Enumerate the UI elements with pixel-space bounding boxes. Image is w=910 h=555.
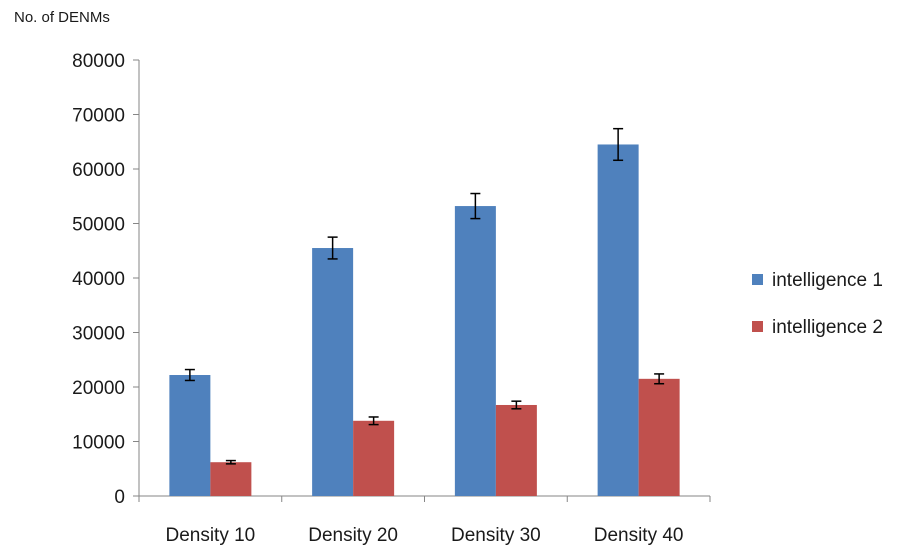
bar-2-2 (353, 420, 395, 496)
y-tick-labels: 0 10000 20000 30000 40000 50000 60000 70000 8000… (72, 51, 125, 508)
y-tick-label: 70000 (72, 106, 125, 127)
error-bar (368, 416, 379, 426)
x-tick-label: Density 10 (165, 525, 255, 546)
legend: intelligence 1 intelligence 2 (752, 270, 883, 338)
x-tick-label: Density 20 (308, 525, 398, 546)
y-tick-label: 50000 (72, 215, 125, 236)
x-tick-label: Density 30 (451, 525, 541, 546)
y-tick-label: 20000 (72, 378, 125, 399)
legend-swatch (752, 274, 763, 285)
y-tick-label: 30000 (72, 324, 125, 345)
y-tick-label: 0 (114, 487, 125, 508)
legend-label: intelligence 1 (772, 270, 883, 291)
error-bar (511, 400, 522, 410)
legend-label: intelligence 2 (772, 317, 883, 338)
error-bar (225, 459, 236, 465)
bar-2-1 (210, 462, 252, 496)
y-tick-label: 60000 (72, 160, 125, 181)
y-tick-label: 40000 (72, 269, 125, 290)
bar-2-4 (638, 378, 680, 496)
x-tick-label: Density 40 (594, 525, 684, 546)
bar-1-4 (597, 144, 639, 496)
error-bar (184, 368, 195, 382)
bar-1-2 (312, 248, 354, 496)
legend-swatch (752, 321, 763, 332)
y-tick-label: 10000 (72, 433, 125, 454)
bar-1-1 (169, 375, 211, 496)
error-bar (654, 373, 665, 385)
error-bar (613, 127, 624, 162)
bars (169, 144, 680, 496)
y-tick-label: 80000 (72, 51, 125, 72)
error-bar (470, 192, 481, 220)
error-bar (327, 236, 338, 260)
bar-2-3 (495, 404, 537, 496)
error-bars (184, 127, 665, 465)
x-tick-labels: Density 10 Density 20 Density 30 Density 40 (165, 525, 683, 546)
y-axis-label: No. of DENMs (14, 9, 110, 26)
bar-1-3 (454, 206, 496, 496)
